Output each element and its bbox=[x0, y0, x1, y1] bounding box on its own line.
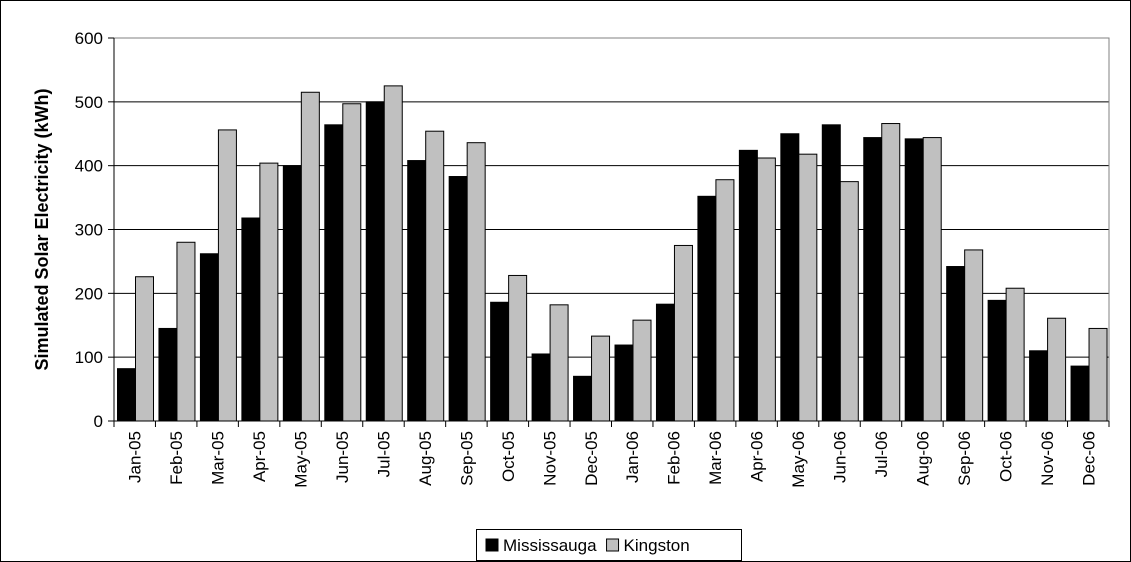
y-axis: 0 100 200 300 400 500 600 bbox=[75, 29, 114, 431]
y-tick-label: 200 bbox=[75, 284, 103, 303]
bar-kingston-jul-05 bbox=[383, 85, 403, 422]
x-tick-label: Apr-06 bbox=[748, 431, 767, 482]
y-tick-label: 0 bbox=[94, 412, 103, 431]
legend-label-kingston: Kingston bbox=[624, 536, 690, 555]
bar-kingston-sep-05 bbox=[466, 142, 486, 422]
bar-mississauga-nov-05 bbox=[531, 353, 551, 422]
bar-kingston-dec-06 bbox=[1088, 327, 1108, 422]
x-tick-label: Jul-06 bbox=[872, 431, 891, 477]
bar-mississauga-may-05 bbox=[282, 165, 302, 422]
bar-mississauga-dec-06 bbox=[1070, 365, 1090, 422]
x-tick-label: Mar-05 bbox=[209, 431, 228, 485]
bar-kingston-jun-06 bbox=[839, 181, 859, 422]
bars bbox=[117, 85, 1108, 422]
bar-kingston-nov-06 bbox=[1047, 317, 1067, 422]
bar-mississauga-oct-06 bbox=[987, 299, 1007, 422]
y-tick-label: 300 bbox=[75, 221, 103, 240]
x-tick-label: Aug-05 bbox=[416, 431, 435, 486]
x-tick-label: Dec-05 bbox=[582, 431, 601, 486]
bar-kingston-may-06 bbox=[798, 153, 818, 422]
bar-kingston-apr-05 bbox=[259, 162, 279, 422]
bar-mississauga-sep-06 bbox=[946, 266, 966, 422]
x-tick-label: Nov-05 bbox=[540, 431, 559, 486]
bar-mississauga-jun-06 bbox=[821, 124, 841, 422]
x-tick-label: Apr-05 bbox=[250, 431, 269, 482]
y-tick-label: 100 bbox=[75, 348, 103, 367]
bar-kingston-dec-05 bbox=[591, 335, 611, 422]
legend: Mississauga Kingston bbox=[476, 529, 742, 561]
bar-kingston-jan-06 bbox=[632, 319, 652, 422]
x-tick-label: May-05 bbox=[292, 431, 311, 488]
bar-kingston-feb-05 bbox=[176, 241, 196, 422]
x-tick-label: Jun-05 bbox=[333, 431, 352, 483]
bar-mississauga-sep-05 bbox=[448, 176, 468, 422]
x-tick-label: Jul-05 bbox=[374, 431, 393, 477]
y-tick-label: 500 bbox=[75, 93, 103, 112]
bar-kingston-may-05 bbox=[300, 91, 320, 422]
x-tick-label: Jun-06 bbox=[831, 431, 850, 483]
y-axis-title: Simulated Solar Electricity (kWh) bbox=[32, 88, 52, 370]
bar-mississauga-jan-06 bbox=[614, 344, 634, 422]
bar-mississauga-oct-05 bbox=[490, 301, 510, 422]
bar-mississauga-feb-06 bbox=[655, 303, 675, 422]
x-tick-label: Dec-06 bbox=[1079, 431, 1098, 486]
bar-kingston-oct-06 bbox=[1005, 287, 1025, 422]
x-tick-label: Sep-05 bbox=[457, 431, 476, 486]
x-tick-label: Jan-06 bbox=[623, 431, 642, 483]
bar-mississauga-nov-06 bbox=[1029, 350, 1049, 422]
bar-mississauga-feb-05 bbox=[158, 327, 178, 422]
bar-kingston-jan-05 bbox=[135, 276, 154, 422]
x-tick-label: Jan-05 bbox=[126, 431, 145, 483]
bar-kingston-feb-06 bbox=[673, 244, 693, 422]
x-tick-label: Nov-06 bbox=[1038, 431, 1057, 486]
bar-mississauga-mar-06 bbox=[697, 195, 717, 422]
x-tick-label: Mar-06 bbox=[706, 431, 725, 485]
bar-mississauga-aug-06 bbox=[904, 138, 924, 422]
bar-mississauga-jan-05 bbox=[117, 368, 136, 422]
bar-mississauga-mar-05 bbox=[199, 253, 219, 422]
y-tick-label: 400 bbox=[75, 157, 103, 176]
legend-swatch-mississauga bbox=[485, 538, 499, 552]
bar-mississauga-jun-05 bbox=[324, 124, 344, 422]
bar-kingston-apr-06 bbox=[756, 157, 776, 422]
x-axis: Jan-05 Feb-05 Mar-05 Apr-05 May-05 Jun-05 Jul-… bbox=[113, 421, 1110, 488]
bar-mississauga-dec-05 bbox=[573, 375, 593, 422]
legend-swatch-kingston bbox=[606, 538, 620, 552]
bar-kingston-sep-06 bbox=[964, 249, 984, 422]
bar-kingston-oct-05 bbox=[508, 274, 528, 422]
bar-kingston-mar-05 bbox=[217, 129, 237, 422]
x-tick-label: Oct-06 bbox=[996, 431, 1015, 482]
bar-kingston-jun-05 bbox=[342, 103, 362, 422]
x-tick-label: Oct-05 bbox=[499, 431, 518, 482]
bar-mississauga-jul-06 bbox=[863, 137, 883, 422]
bar-kingston-aug-05 bbox=[425, 130, 445, 422]
bar-kingston-jul-06 bbox=[881, 123, 901, 422]
x-tick-label: May-06 bbox=[789, 431, 808, 488]
bar-kingston-aug-06 bbox=[922, 137, 942, 422]
bar-kingston-mar-06 bbox=[715, 179, 735, 422]
x-tick-label: Aug-06 bbox=[913, 431, 932, 486]
x-tick-label: Sep-06 bbox=[955, 431, 974, 486]
x-tick-label: Feb-06 bbox=[665, 431, 684, 485]
bar-mississauga-may-06 bbox=[780, 133, 800, 422]
bar-mississauga-jul-05 bbox=[365, 101, 385, 422]
legend-label-mississauga: Mississauga bbox=[503, 536, 597, 555]
bar-mississauga-aug-05 bbox=[407, 160, 427, 422]
bar-mississauga-apr-06 bbox=[738, 149, 758, 422]
y-tick-label: 600 bbox=[75, 29, 103, 48]
legend-box bbox=[476, 529, 742, 561]
bar-mississauga-apr-05 bbox=[241, 217, 261, 422]
bar-kingston-nov-05 bbox=[549, 304, 569, 422]
x-tick-label: Feb-05 bbox=[167, 431, 186, 485]
